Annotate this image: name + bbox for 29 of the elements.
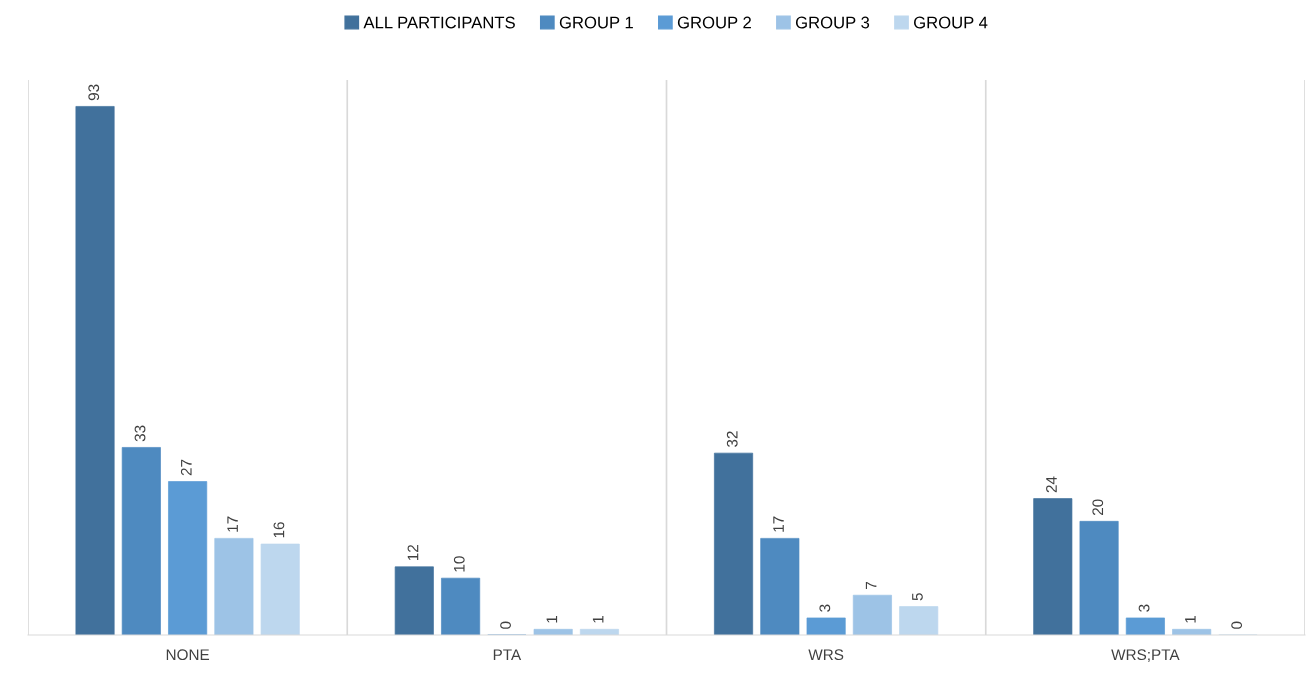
data-label: 20 — [1092, 499, 1104, 515]
legend-label: ALL PARTICIPANTS — [363, 16, 515, 29]
legend-label: GROUP 4 — [914, 16, 988, 29]
legend-label: GROUP 1 — [559, 16, 633, 29]
legend-label: GROUP 2 — [677, 16, 751, 29]
legend-label: GROUP 3 — [795, 16, 870, 29]
data-label: 3 — [819, 604, 831, 612]
data-label: 3 — [1138, 604, 1150, 612]
data-label: 10 — [453, 556, 465, 572]
data-label: 0 — [500, 621, 511, 629]
data-label: 1 — [546, 616, 558, 623]
data-label: 16 — [273, 522, 285, 538]
x-tick-label: WRS — [808, 649, 844, 661]
data-label: 27 — [180, 459, 192, 476]
data-label: 17 — [773, 516, 784, 532]
data-label: 24 — [1046, 476, 1057, 493]
data-label: 32 — [726, 431, 738, 447]
data-label: 7 — [865, 581, 877, 589]
data-label: 33 — [134, 425, 146, 442]
x-tick-label: PTA — [493, 649, 522, 660]
data-label: 1 — [1185, 616, 1196, 623]
data-label: 12 — [407, 545, 419, 561]
data-label: 17 — [227, 516, 238, 532]
data-label: 1 — [592, 616, 604, 623]
x-tick-label: NONE — [166, 649, 210, 661]
data-label: 0 — [1231, 621, 1243, 629]
data-label: 93 — [88, 84, 100, 101]
data-label: 5 — [912, 593, 923, 601]
x-tick-label: WRS;PTA — [1111, 649, 1180, 662]
